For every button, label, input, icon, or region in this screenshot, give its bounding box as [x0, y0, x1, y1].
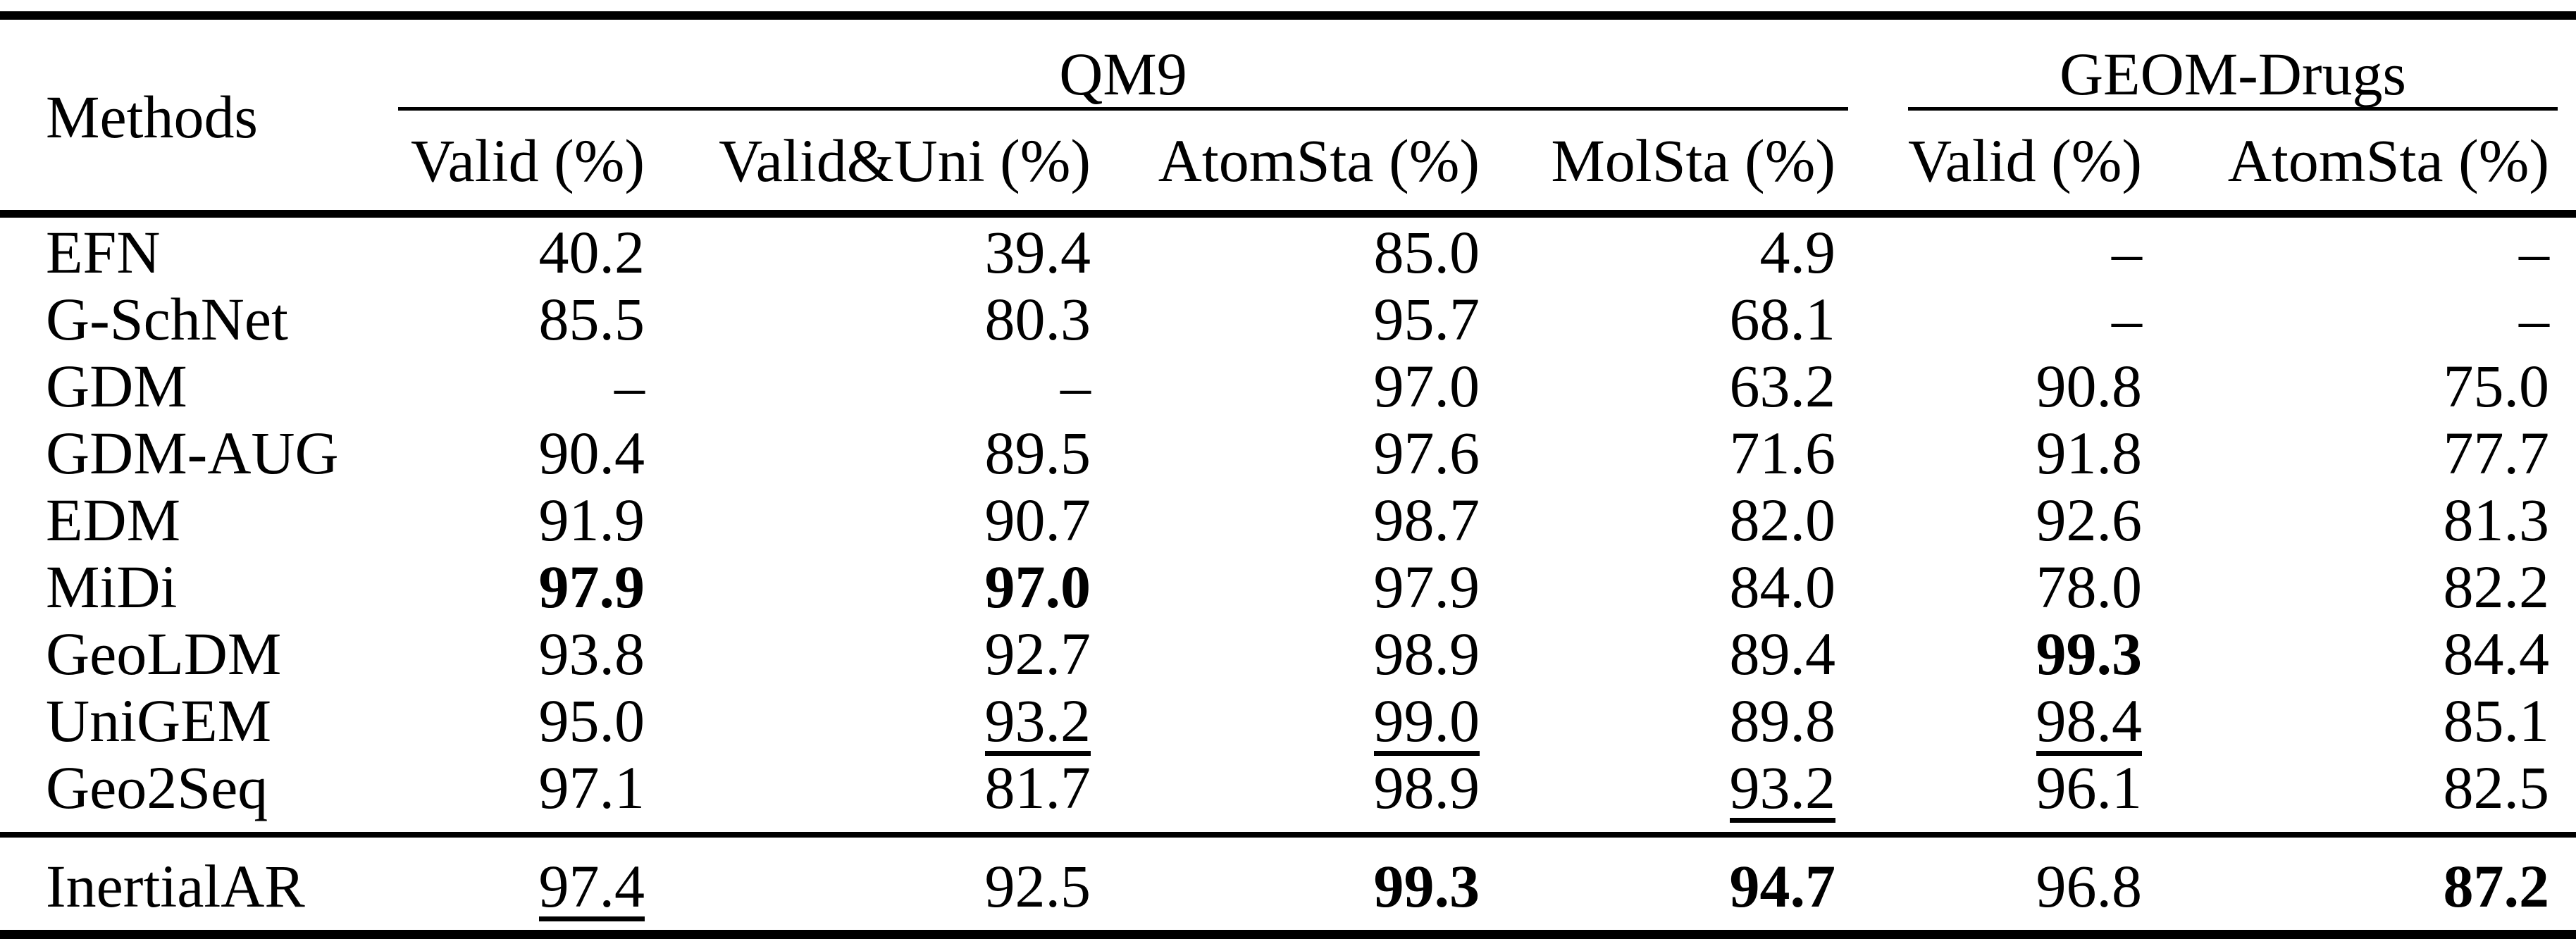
method-name: EFN [46, 218, 161, 286]
table-cell: 82.2 [2443, 553, 2550, 621]
group-header-geom-drugs: GEOM-Drugs [2059, 40, 2407, 108]
table-cell: 77.7 [2443, 419, 2550, 487]
table-cell-best: 99.3 [1373, 852, 1480, 920]
table-cell: 40.2 [538, 218, 645, 286]
method-name: UniGEM [46, 687, 272, 754]
table-cell-second-best: 93.2 [1729, 754, 1835, 823]
table-cell: 98.9 [1373, 754, 1480, 821]
bottom-rule [0, 930, 2576, 939]
table-cell: 96.1 [2036, 754, 2143, 821]
table-cell: 81.7 [984, 754, 1091, 821]
method-name: InertialAR [46, 852, 305, 920]
table-cell: 85.5 [538, 285, 645, 353]
method-name: GDM [46, 352, 187, 420]
methods-column-header: Methods [46, 83, 258, 151]
header-rule [0, 210, 2576, 218]
table-cell: 80.3 [984, 285, 1091, 353]
table-cell-best: 97.0 [984, 553, 1091, 621]
table-cell: 93.8 [538, 620, 645, 688]
table-cell: 91.9 [538, 486, 645, 554]
method-name: Geo2Seq [46, 754, 268, 821]
table-cell: 75.0 [2443, 352, 2550, 420]
table-cell: 92.5 [984, 852, 1091, 920]
method-name: G-SchNet [46, 285, 288, 353]
table-cell: 90.4 [538, 419, 645, 487]
col-header-qm9-valid: Valid (%) [411, 127, 645, 194]
col-header-qm9-atomsta: AtomSta (%) [1158, 127, 1480, 194]
col-header-qm9-validuni: Valid&Uni (%) [719, 127, 1091, 194]
col-header-geom-atomsta: AtomSta (%) [2227, 127, 2549, 194]
table-cell: 97.9 [1373, 553, 1480, 621]
table-cell: – [614, 352, 645, 420]
table-cell: 96.8 [2036, 852, 2143, 920]
table-cell: 98.9 [1373, 620, 1480, 688]
table-cell-second-best: 97.4 [538, 852, 645, 921]
table-cell: 63.2 [1729, 352, 1836, 420]
table-cell: 84.4 [2443, 620, 2550, 688]
table-cell: 85.0 [1373, 218, 1480, 286]
table-cell-best: 97.9 [538, 553, 645, 621]
method-name: GDM-AUG [46, 419, 339, 487]
table-cell: – [2519, 218, 2549, 286]
table-cell-best: 99.3 [2036, 620, 2143, 688]
table-cell: – [2112, 218, 2142, 286]
qm9-cmidrule [398, 107, 1848, 111]
col-header-qm9-molsta: MolSta (%) [1551, 127, 1835, 194]
method-name: GeoLDM [46, 620, 282, 688]
table-cell: – [2519, 285, 2549, 353]
table-cell: 92.6 [2036, 486, 2143, 554]
group-header-qm9: QM9 [1059, 40, 1187, 108]
method-name: EDM [46, 486, 181, 554]
table-cell: 97.6 [1373, 419, 1480, 487]
table-cell: 95.0 [538, 687, 645, 754]
table-cell: 89.4 [1729, 620, 1836, 688]
geom-cmidrule [1908, 107, 2558, 111]
table-cell: 92.7 [984, 620, 1091, 688]
table-cell: 68.1 [1729, 285, 1836, 353]
method-name: MiDi [46, 553, 178, 621]
table-cell: 78.0 [2036, 553, 2143, 621]
table-cell: – [1060, 352, 1091, 420]
table-cell-second-best: 98.4 [2036, 687, 2142, 756]
table-cell: 82.0 [1729, 486, 1836, 554]
table-cell: 89.5 [984, 419, 1091, 487]
pre-final-rule [0, 832, 2576, 838]
table-cell: 90.7 [984, 486, 1091, 554]
table-cell-second-best: 99.0 [1373, 687, 1480, 756]
table-cell-best: 94.7 [1729, 852, 1836, 920]
table-cell: 82.5 [2443, 754, 2550, 821]
table-cell: 85.1 [2443, 687, 2550, 754]
table-cell-best: 87.2 [2443, 852, 2550, 920]
table-cell: 84.0 [1729, 553, 1836, 621]
table-cell: 97.1 [538, 754, 645, 821]
table-cell: – [2112, 285, 2142, 353]
table-cell: 39.4 [984, 218, 1091, 286]
table-cell-second-best: 93.2 [984, 687, 1091, 756]
top-rule [0, 11, 2576, 20]
table-cell: 71.6 [1729, 419, 1836, 487]
table-cell: 81.3 [2443, 486, 2550, 554]
table-cell: 4.9 [1759, 218, 1836, 286]
table-cell: 90.8 [2036, 352, 2143, 420]
table-cell: 89.8 [1729, 687, 1836, 754]
table-cell: 98.7 [1373, 486, 1480, 554]
table-cell: 91.8 [2036, 419, 2143, 487]
col-header-geom-valid: Valid (%) [1908, 127, 2142, 194]
table-cell: 95.7 [1373, 285, 1480, 353]
table-cell: 97.0 [1373, 352, 1480, 420]
